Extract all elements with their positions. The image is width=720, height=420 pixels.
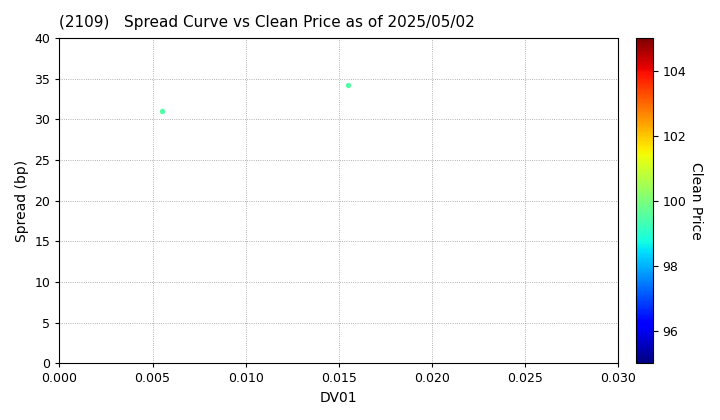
Text: (2109)   Spread Curve vs Clean Price as of 2025/05/02: (2109) Spread Curve vs Clean Price as of… — [60, 15, 475, 30]
Point — [343, 82, 354, 89]
Y-axis label: Spread (bp): Spread (bp) — [15, 160, 29, 242]
Point — [156, 108, 168, 115]
Y-axis label: Clean Price: Clean Price — [689, 162, 703, 240]
X-axis label: DV01: DV01 — [320, 391, 358, 405]
